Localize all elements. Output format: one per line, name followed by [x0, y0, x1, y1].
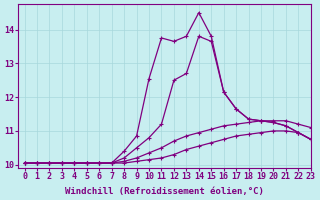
X-axis label: Windchill (Refroidissement éolien,°C): Windchill (Refroidissement éolien,°C)	[65, 187, 264, 196]
